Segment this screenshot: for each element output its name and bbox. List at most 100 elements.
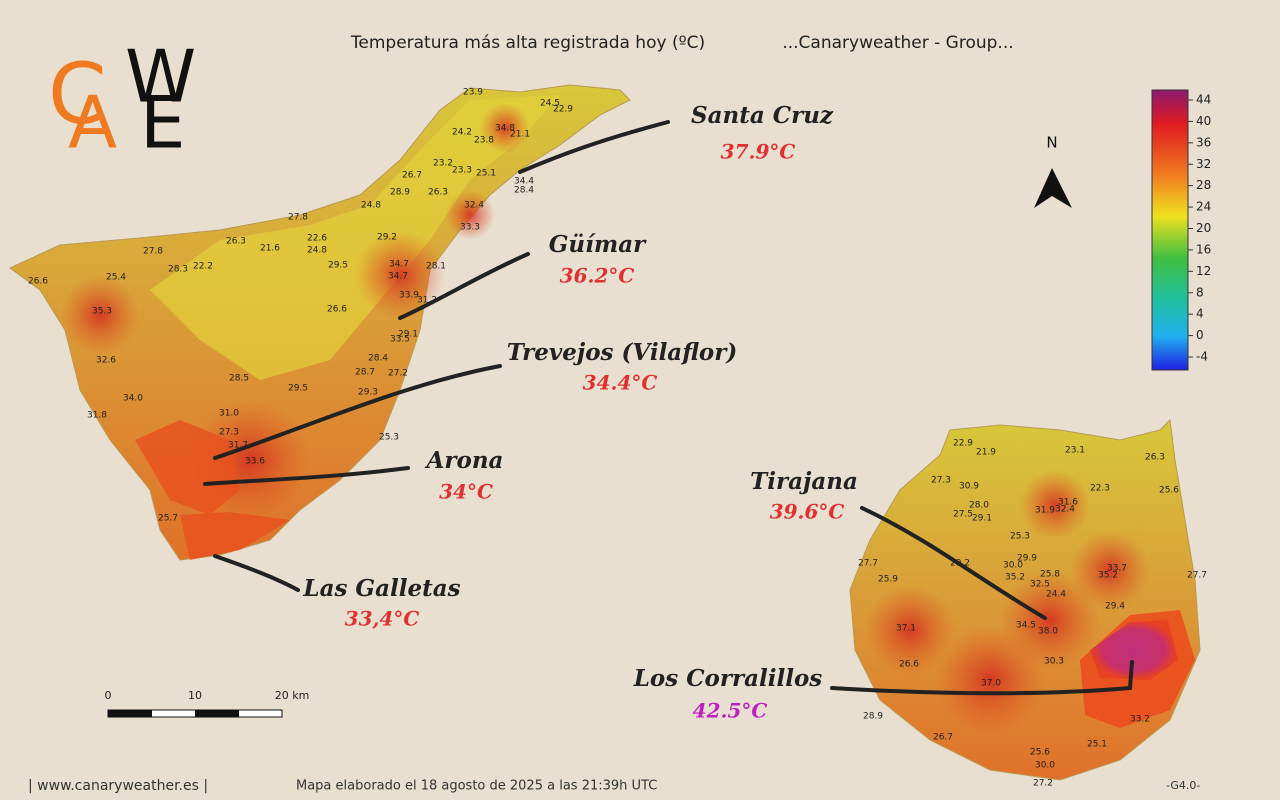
station-reading: 29.3 [358,388,378,398]
north-arrow [1034,168,1072,208]
station-reading: 26.3 [226,237,246,247]
station-reading: 33.2 [1130,715,1150,725]
callout-temp: 36.2°C [560,264,635,288]
station-reading: 32.6 [96,356,116,366]
station-reading: 24.2 [452,128,472,138]
station-reading: 28.0 [969,501,989,511]
station-reading: 25.1 [1087,740,1107,750]
station-reading: 26.6 [899,660,919,670]
callout-name: Güímar [549,231,647,258]
station-reading: 28.4 [514,186,534,196]
station-reading: 33.7 [1107,564,1127,574]
station-reading: 30.0 [1035,761,1055,771]
callout-temp: 42.5°C [693,699,768,723]
station-reading: 34.4 [514,177,534,187]
callout-name: Los Corralillos [633,665,823,692]
station-reading: 22.3 [1090,484,1110,494]
station-reading: 26.7 [402,171,422,181]
station-reading: 26.3 [1145,453,1165,463]
station-reading: 24.4 [1046,590,1066,600]
station-reading: 22.9 [953,439,973,449]
callout-temp: 39.6°C [770,500,845,524]
callout-name: Tirajana [750,468,858,495]
station-reading: 27.8 [288,213,308,223]
station-reading: 31.6 [1058,498,1078,508]
station-reading: 33.6 [245,457,265,467]
station-reading: 25.3 [1010,532,1030,542]
station-reading: 30.0 [1003,561,1023,571]
callout-temp: 33,4°C [345,607,420,631]
station-reading: 28.4 [368,354,388,364]
color-bar [1151,89,1189,371]
logo-letter: W [125,35,196,119]
map-subtitle: ...Canaryweather - Group... [782,33,1013,53]
callout-name: Arona [425,447,504,474]
station-reading: 22.2 [193,262,213,272]
callout-temp: 37.9°C [721,140,796,164]
station-reading: 29.1 [398,330,418,340]
station-reading: 24.8 [307,246,327,256]
station-reading: 29.5 [328,261,348,271]
map-title: Temperatura más alta registrada hoy (ºC) [350,33,705,53]
station-reading: 29.2 [377,233,397,243]
north-label: N [1046,134,1057,152]
station-reading: 31.9 [1035,506,1055,516]
callout-temp: 34.4°C [583,371,658,395]
station-reading: 29.4 [1105,602,1125,612]
legend-tick-label: 0 [1196,328,1204,342]
callout-temp: 34°C [439,480,493,504]
station-reading: 27.3 [219,428,239,438]
station-reading: 28.3 [168,265,188,275]
station-reading: 31.7 [228,441,248,451]
station-reading: 28.9 [390,188,410,198]
footer-version: -G4.0- [1166,779,1200,792]
station-reading: 27.3 [931,476,951,486]
legend-tick-label: 44 [1196,93,1211,107]
callout-name: Las Galletas [302,575,460,602]
station-reading: 21.6 [260,244,280,254]
station-reading: 34.8 [495,124,515,134]
logo-letter: E [140,81,186,165]
station-reading: 37.0 [981,679,1001,689]
station-reading: 32.4 [1055,505,1075,515]
scale-label: 0 [105,689,112,702]
logo: C A W E [48,35,196,165]
station-reading: 27.7 [1187,571,1207,581]
station-reading: 28.5 [229,374,249,384]
station-reading: 24.8 [361,201,381,211]
callout-leaders [203,120,1134,696]
legend-tick-label: -4 [1196,350,1208,364]
station-reading: 32.5 [1030,580,1050,590]
station-reading: 25.3 [379,433,399,443]
legend-tick-label: 32 [1196,157,1211,171]
station-reading: 22.9 [553,105,573,115]
logo-letter: A [68,81,117,165]
logo-letter: C [48,45,107,143]
callout-name: Santa Cruz [691,102,834,129]
station-reading: 27.8 [143,247,163,257]
station-reading: 21.1 [510,130,530,140]
station-reading: 27.7 [858,559,878,569]
station-reading: 34.7 [388,272,408,282]
station-reading: 29.9 [1017,554,1037,564]
station-reading: 31.2 [417,296,437,306]
station-reading: 29.1 [972,514,992,524]
station-reading: 35.3 [92,307,112,317]
station-reading: 29.5 [288,384,308,394]
station-reading: 33.3 [460,223,480,233]
station-reading: 31.8 [87,411,107,421]
station-reading: 30.9 [959,482,979,492]
station-reading: 33.9 [399,291,419,301]
footer-site: | www.canaryweather.es | [28,778,208,794]
station-reading: 23.3 [452,166,472,176]
station-reading: 26.7 [933,733,953,743]
station-reading: 23.9 [463,88,483,98]
station-reading: 35.2 [1098,571,1118,581]
station-reading: 23.2 [433,159,453,169]
callout-name: Trevejos (Vilaflor) [507,339,738,366]
station-reading: 24.5 [540,99,560,109]
station-reading: 26.6 [327,305,347,315]
legend-tick-label: 40 [1196,114,1211,128]
legend-tick-label: 24 [1196,200,1211,214]
station-reading: 34.0 [123,394,143,404]
